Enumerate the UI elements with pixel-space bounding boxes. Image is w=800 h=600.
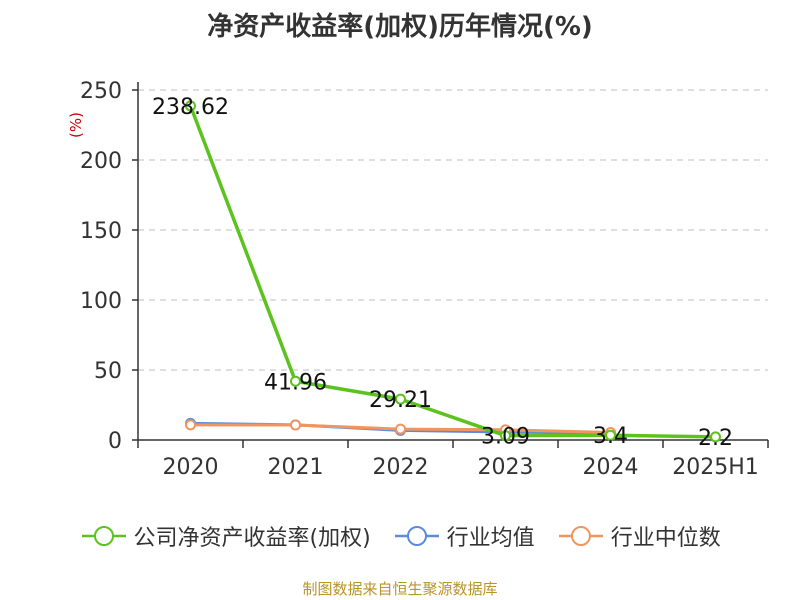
legend-circle xyxy=(93,526,114,546)
legend-marker-icon xyxy=(558,526,603,546)
data-point xyxy=(395,393,406,405)
data-point xyxy=(290,419,301,431)
y-tick-label: 0 xyxy=(108,429,122,454)
legend-label: 公司净资产收益率(加权) xyxy=(133,526,371,551)
chart-title: 净资产收益率(加权)历年情况(%) xyxy=(207,12,593,42)
data-label: 29.21 xyxy=(369,388,432,413)
data-label: 3.09 xyxy=(481,425,530,450)
y-tick-label: 50 xyxy=(94,359,122,384)
data-label: 2.2 xyxy=(698,426,733,451)
data-point xyxy=(185,419,196,431)
data-point xyxy=(710,431,721,443)
x-tick-label: 2021 xyxy=(268,455,324,480)
y-tick-label: 250 xyxy=(80,79,122,104)
data-label: 238.62 xyxy=(152,95,229,120)
axes: 0 50 100 150 200 250 (%) 2020 2021 2022 2023 2024 20… xyxy=(67,79,769,480)
legend-label: 行业中位数 xyxy=(610,526,721,551)
data-label: 41.96 xyxy=(264,370,327,395)
legend-marker-icon xyxy=(394,526,439,546)
data-point xyxy=(605,429,616,441)
legend-item[interactable]: 行业均值 xyxy=(393,520,535,552)
data-labels: 238.62 41.96 29.21 3.09 3.4 2.2 xyxy=(152,95,733,451)
data-label: 3.4 xyxy=(593,424,628,449)
legend-label: 行业均值 xyxy=(446,526,535,551)
y-tick-label: 150 xyxy=(80,219,122,244)
data-point xyxy=(290,375,301,387)
legend-circle xyxy=(570,526,591,546)
data-point xyxy=(395,423,406,435)
x-tick-label: 2022 xyxy=(373,455,429,480)
data-point xyxy=(185,100,196,112)
source-note: 制图数据来自恒生聚源数据库 xyxy=(302,580,498,598)
legend-circle xyxy=(406,526,427,546)
y-axis-label: (%) xyxy=(67,112,85,138)
legend-marker-icon xyxy=(81,526,126,546)
legend: 公司净资产收益率(加权) 行业均值 行业中位数 xyxy=(80,520,743,552)
legend-item[interactable]: 公司净资产收益率(加权) xyxy=(80,520,371,552)
x-tick-label: 2024 xyxy=(583,455,639,480)
data-point xyxy=(500,430,511,442)
series-lines xyxy=(185,100,721,443)
x-tick-label: 2025H1 xyxy=(672,455,759,480)
y-tick-label: 200 xyxy=(80,149,122,174)
y-tick-label: 100 xyxy=(80,289,122,314)
grid-lines xyxy=(138,89,768,371)
legend-item[interactable]: 行业中位数 xyxy=(557,520,721,552)
x-tick-label: 2023 xyxy=(478,455,534,480)
x-tick-label: 2020 xyxy=(163,455,219,480)
series-line xyxy=(188,105,716,439)
